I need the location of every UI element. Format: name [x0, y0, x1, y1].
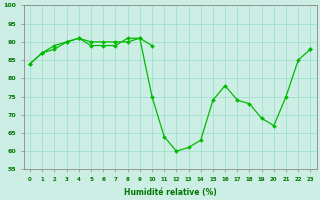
X-axis label: Humidité relative (%): Humidité relative (%)	[124, 188, 217, 197]
